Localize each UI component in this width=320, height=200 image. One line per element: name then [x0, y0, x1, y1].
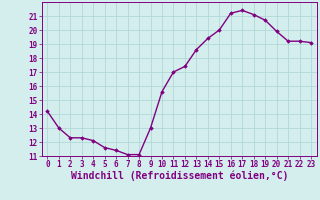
X-axis label: Windchill (Refroidissement éolien,°C): Windchill (Refroidissement éolien,°C): [70, 171, 288, 181]
